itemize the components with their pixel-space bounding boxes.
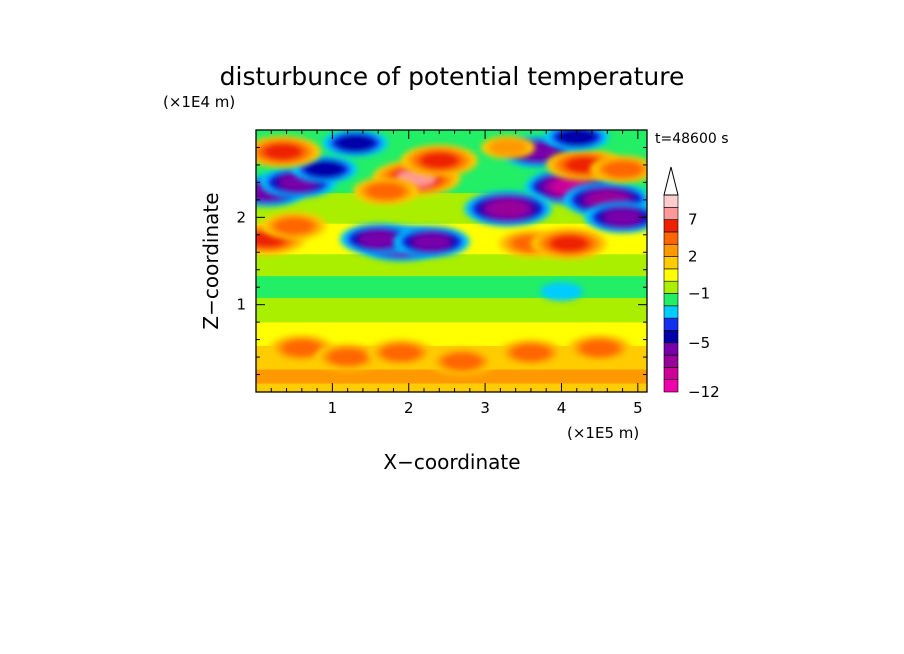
y-tick-label: 1 — [236, 296, 246, 314]
time-label: t=48600 s — [655, 131, 729, 147]
colorbar-swatch — [663, 354, 679, 368]
contour-blob — [393, 225, 470, 258]
x-tick-label: 1 — [328, 399, 338, 417]
colorbar-swatch — [663, 280, 679, 294]
contour-level — [419, 151, 459, 170]
colorbar-swatch — [663, 367, 679, 380]
contour-level — [305, 160, 345, 179]
x-unit-label: (×1E5 m) — [567, 424, 639, 442]
contour-blob — [530, 227, 608, 260]
colorbar-tick-label: −1 — [688, 285, 710, 303]
colorbar-extend-arrow — [663, 166, 679, 196]
contour-blob — [259, 166, 337, 199]
x-tick-label: 3 — [480, 399, 490, 417]
y-axis: 12 — [236, 146, 647, 376]
contour-blob — [353, 177, 419, 205]
x-axis: 1 2 3 4 5 — [270, 130, 643, 417]
contour-blob — [566, 334, 633, 363]
colorbar-swatch — [663, 330, 679, 344]
y-axis-label: Z−coordinate — [199, 192, 223, 329]
chart-title: disturbunce of potential temperature — [220, 62, 685, 91]
x-tick-label: 2 — [404, 399, 414, 417]
contour-blob — [589, 155, 647, 183]
contour-blob — [339, 223, 417, 256]
colorbar-tick-label: −12 — [688, 383, 720, 401]
colorbar-swatch — [663, 256, 679, 270]
contour-blob — [368, 339, 434, 367]
colorbar-swatch — [663, 305, 679, 319]
contour-blob — [584, 201, 647, 234]
x-tick-label: 4 — [557, 399, 567, 417]
colorbar-tick-label: 2 — [688, 248, 698, 266]
contour-blob — [400, 144, 478, 177]
contour-level — [412, 233, 452, 251]
contour-level — [487, 138, 529, 157]
colorbar-swatch — [663, 317, 679, 331]
contour-level — [511, 343, 551, 362]
colorbar-swatch — [663, 219, 679, 233]
contour-anomalies — [256, 130, 647, 376]
contour-level — [381, 343, 421, 362]
contour-level — [327, 348, 368, 366]
contour-blob — [322, 130, 388, 157]
contour-level — [579, 339, 620, 358]
y-unit-label: (×1E4 m) — [163, 93, 235, 111]
contour-level — [557, 130, 597, 146]
colorbar-swatch — [663, 342, 679, 356]
contour-blob — [429, 347, 495, 376]
contour-blob — [261, 212, 327, 240]
contour-blob — [256, 136, 322, 168]
plot-frame — [255, 129, 648, 393]
contour-blob — [540, 282, 583, 301]
contour-level — [442, 352, 482, 371]
colorbar-swatch — [663, 293, 679, 307]
x-tick-label: 5 — [633, 399, 643, 417]
contour-level — [540, 282, 583, 301]
plot-area — [256, 130, 647, 392]
contour-blob — [314, 343, 381, 371]
contour-level — [274, 217, 314, 235]
colorbar-tick-label: 7 — [688, 211, 698, 229]
colorbar-swatch — [663, 194, 679, 208]
contour-level — [282, 339, 322, 358]
contour-level — [488, 200, 528, 218]
contour-level — [602, 160, 643, 179]
colorbar-swatch — [663, 243, 679, 257]
colorbar-tick-label: −5 — [688, 334, 710, 352]
colorbar-swatch — [663, 231, 679, 245]
contour-level — [335, 134, 375, 152]
colorbar-swatch — [663, 207, 679, 220]
colorbar-swatch — [663, 379, 679, 393]
contour-level — [549, 234, 589, 253]
y-tick-label: 2 — [236, 208, 246, 226]
contour-blob — [481, 135, 536, 159]
colorbar-swatch — [663, 268, 679, 282]
contour-blob — [464, 190, 553, 227]
x-axis-label: X−coordinate — [383, 450, 520, 474]
contour-level — [603, 208, 643, 226]
colorbar: −12−5−127 — [663, 166, 720, 401]
contour-blob — [498, 339, 564, 367]
contour-level — [263, 143, 303, 161]
contour-level — [366, 182, 406, 200]
contour-band — [256, 293, 647, 323]
contour-blob — [544, 130, 610, 151]
contour-level — [358, 230, 398, 248]
